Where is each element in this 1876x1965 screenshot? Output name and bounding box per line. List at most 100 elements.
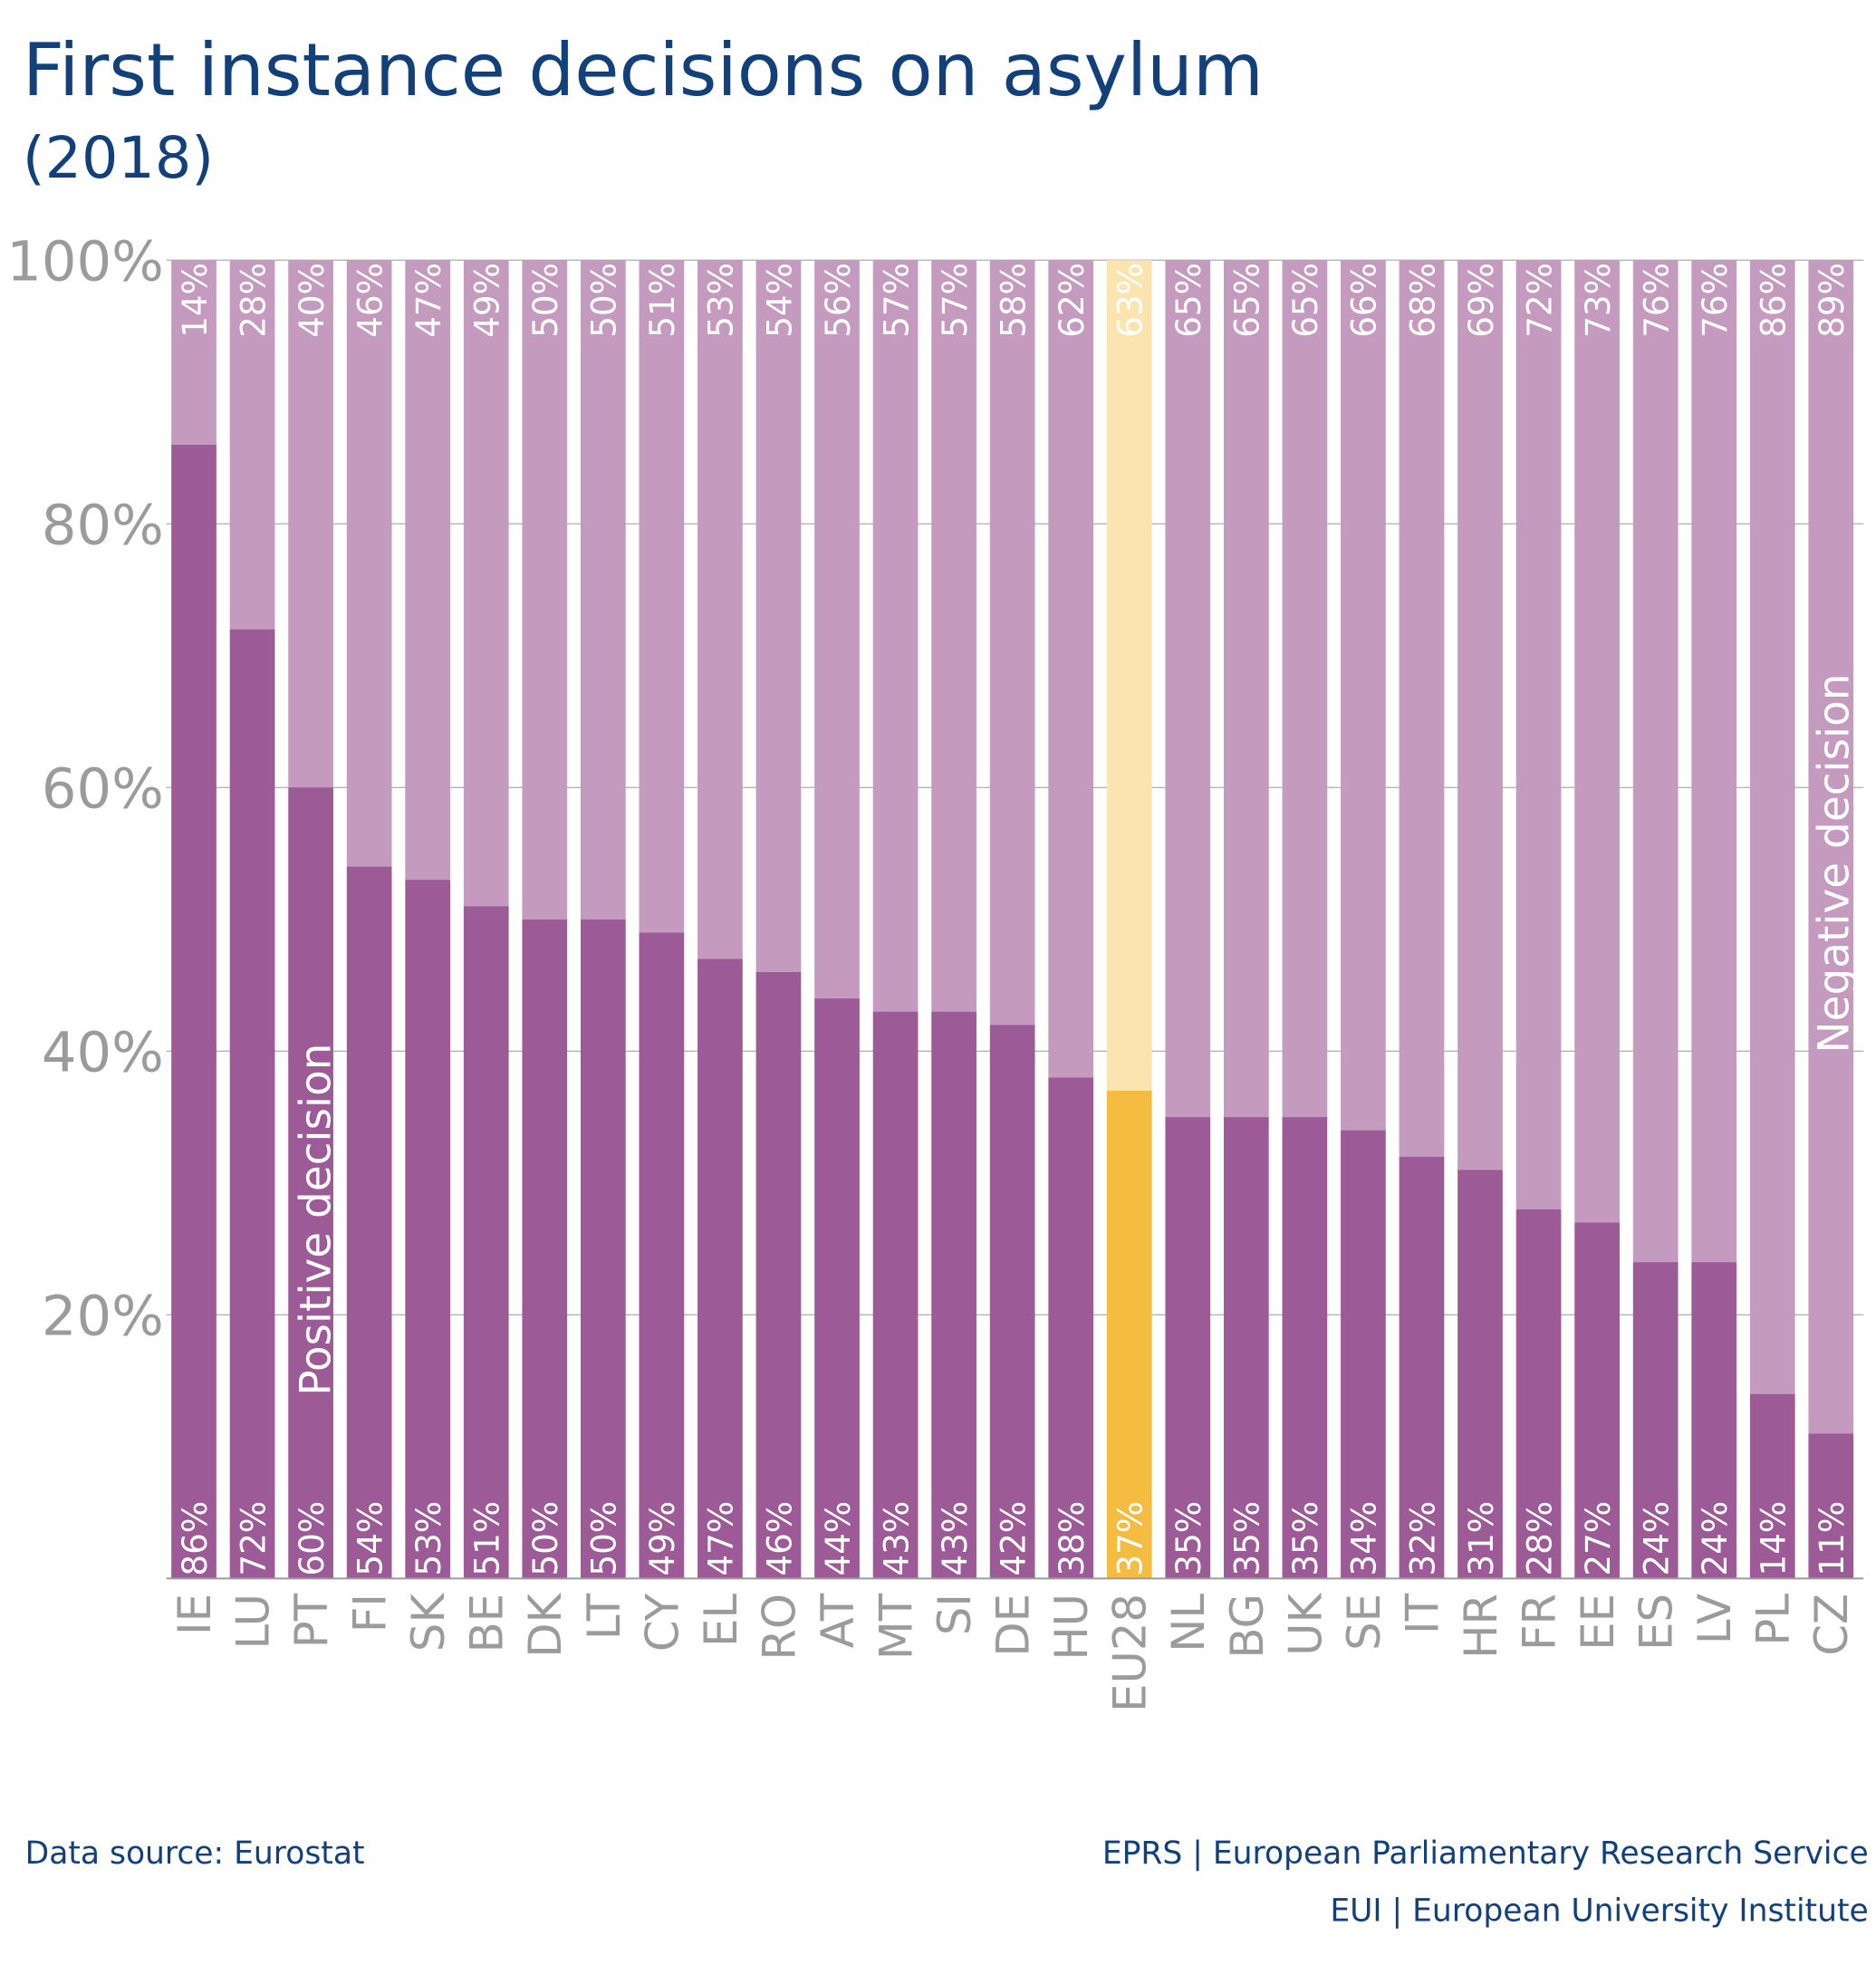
bar-positive-HU bbox=[1048, 1077, 1094, 1579]
negative-value-label: 73% bbox=[1578, 263, 1618, 338]
positive-value-label: 44% bbox=[818, 1501, 858, 1576]
bar-positive-PT bbox=[288, 787, 333, 1579]
bar-negative-PT bbox=[288, 260, 333, 788]
positive-value-label: 11% bbox=[1812, 1501, 1852, 1576]
bar-positive-HR bbox=[1458, 1170, 1503, 1579]
negative-value-label: 50% bbox=[525, 263, 565, 338]
y-tick-label: 100% bbox=[6, 230, 164, 294]
bar-positive-FR bbox=[1515, 1209, 1562, 1579]
positive-value-label: 42% bbox=[993, 1501, 1033, 1576]
positive-value-label: 28% bbox=[1519, 1501, 1559, 1576]
bar-positive-PL bbox=[1749, 1393, 1795, 1579]
bar-negative-FR bbox=[1515, 260, 1562, 1209]
positive-value-label: 49% bbox=[642, 1501, 682, 1576]
x-tick-label: IE bbox=[168, 1594, 221, 1635]
positive-value-label: 47% bbox=[701, 1501, 741, 1576]
positive-value-label: 24% bbox=[1636, 1501, 1676, 1576]
bar-negative-ES bbox=[1632, 260, 1679, 1263]
positive-value-label: 50% bbox=[584, 1501, 624, 1576]
bar-positive-EE bbox=[1574, 1222, 1620, 1579]
negative-value-label: 28% bbox=[233, 263, 273, 338]
y-tick-label: 20% bbox=[42, 1285, 164, 1348]
bar-negative-BE bbox=[463, 260, 509, 907]
chart-title: First instance decisions on asylum bbox=[23, 28, 1264, 112]
bar-negative-AT bbox=[814, 260, 860, 999]
bar-negative-SK bbox=[405, 260, 451, 881]
bar-positive-LT bbox=[580, 919, 626, 1579]
negative-value-label: 14% bbox=[175, 263, 215, 338]
bar-negative-EE bbox=[1574, 260, 1620, 1223]
negative-value-label: 76% bbox=[1695, 263, 1735, 338]
positive-value-label: 38% bbox=[1052, 1501, 1092, 1576]
bar-positive-SI bbox=[931, 1011, 976, 1579]
y-tick-label: 80% bbox=[42, 494, 164, 557]
bar-negative-SI bbox=[931, 260, 976, 1012]
bar-negative-IE bbox=[171, 260, 216, 445]
negative-value-label: 51% bbox=[642, 263, 682, 338]
bar-negative-NL bbox=[1165, 260, 1211, 1118]
bar-positive-SK bbox=[405, 880, 451, 1579]
x-tick-label: LT bbox=[578, 1593, 630, 1640]
negative-value-label: 46% bbox=[350, 263, 390, 338]
x-tick-label: CZ bbox=[1805, 1594, 1858, 1656]
negative-value-label: 57% bbox=[876, 263, 916, 338]
bar-positive-RO bbox=[755, 971, 802, 1579]
x-tick-label: EU28 bbox=[1104, 1594, 1157, 1712]
x-tick-label: DK bbox=[519, 1593, 572, 1658]
bar-negative-CZ bbox=[1808, 260, 1854, 1434]
bar-negative-LT bbox=[580, 260, 626, 920]
positive-value-label: 50% bbox=[525, 1501, 565, 1576]
negative-value-label: 53% bbox=[701, 263, 741, 338]
bar-negative-EU28 bbox=[1106, 260, 1152, 1091]
x-tick-label: NL bbox=[1162, 1594, 1215, 1652]
x-tick-label: EL bbox=[695, 1594, 747, 1647]
positive-value-label: 35% bbox=[1285, 1501, 1325, 1576]
bar-positive-BG bbox=[1223, 1117, 1269, 1579]
bar-positive-IT bbox=[1399, 1156, 1445, 1579]
x-tick-label: HR bbox=[1455, 1594, 1507, 1659]
x-tick-label: ES bbox=[1631, 1594, 1683, 1651]
positive-value-label: 24% bbox=[1695, 1501, 1735, 1576]
bar-positive-EU28 bbox=[1106, 1090, 1152, 1579]
x-tick-label: AT bbox=[812, 1593, 864, 1648]
bar-positive-CZ bbox=[1808, 1433, 1854, 1579]
bar-negative-LV bbox=[1691, 260, 1737, 1263]
positive-value-label: 60% bbox=[292, 1501, 332, 1576]
bar-positive-EL bbox=[697, 958, 743, 1579]
bar-negative-DE bbox=[989, 260, 1035, 1026]
bar-positive-DK bbox=[522, 919, 568, 1579]
negative-value-label: 65% bbox=[1169, 263, 1208, 338]
bar-negative-CY bbox=[639, 260, 685, 933]
bar-positive-UK bbox=[1282, 1117, 1328, 1579]
x-tick-label: PT bbox=[285, 1593, 338, 1648]
bar-positive-BE bbox=[463, 906, 509, 1579]
bar-positive-LV bbox=[1691, 1262, 1737, 1579]
negative-value-label: 65% bbox=[1285, 263, 1325, 338]
negative-value-label: 69% bbox=[1461, 263, 1501, 338]
x-tick-label: LV bbox=[1688, 1594, 1741, 1644]
x-tick-label: CY bbox=[636, 1593, 688, 1652]
x-tick-label: UK bbox=[1279, 1593, 1332, 1656]
y-tick-label: 60% bbox=[42, 757, 164, 821]
positive-value-label: 35% bbox=[1227, 1501, 1267, 1576]
bar-positive-AT bbox=[814, 998, 860, 1579]
positive-value-label: 32% bbox=[1402, 1501, 1442, 1576]
negative-value-label: 62% bbox=[1052, 263, 1092, 338]
x-tick-label: RO bbox=[753, 1594, 805, 1661]
negative-value-label: 66% bbox=[1344, 263, 1384, 338]
x-tick-label: BE bbox=[461, 1594, 514, 1652]
bar-positive-MT bbox=[872, 1011, 919, 1579]
bar-negative-EL bbox=[697, 260, 743, 959]
positive-value-label: 72% bbox=[233, 1501, 273, 1576]
positive-value-label: 54% bbox=[350, 1501, 390, 1576]
bar-negative-IT bbox=[1399, 260, 1445, 1157]
x-tick-label: FI bbox=[344, 1594, 397, 1633]
positive-value-label: 53% bbox=[409, 1501, 448, 1576]
bar-positive-ES bbox=[1632, 1262, 1679, 1579]
x-tick-label: DE bbox=[987, 1594, 1040, 1657]
bar-negative-FI bbox=[346, 260, 392, 867]
positive-value-label: 34% bbox=[1344, 1501, 1384, 1576]
negative-decision-label: Negative decision bbox=[1810, 673, 1860, 1053]
bar-negative-SE bbox=[1341, 260, 1386, 1131]
